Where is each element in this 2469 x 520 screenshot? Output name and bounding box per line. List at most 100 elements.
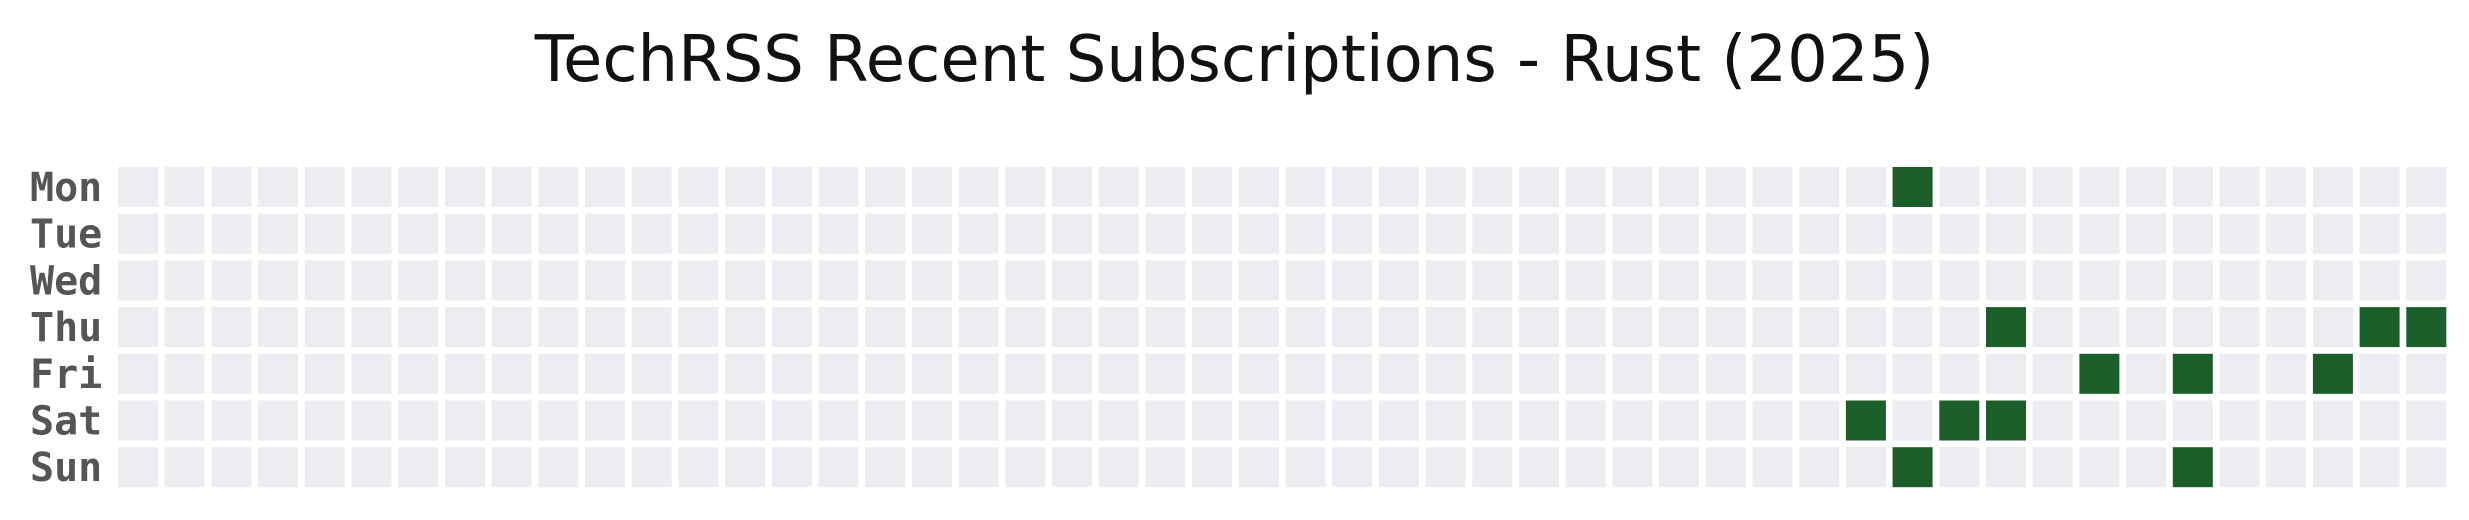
heatmap-cell <box>1612 307 1653 348</box>
heatmap-cell <box>2359 447 2400 488</box>
heatmap-cell <box>725 400 766 441</box>
heatmap-cell <box>631 447 672 488</box>
heatmap-cell <box>725 213 766 254</box>
heatmap-cell <box>1285 260 1326 301</box>
heatmap-cell <box>2312 213 2353 254</box>
heatmap-cell <box>444 447 485 488</box>
heatmap-cell <box>118 400 158 441</box>
heatmap-cell <box>491 307 532 348</box>
heatmap-cell <box>211 353 252 394</box>
heatmap-cell <box>1472 353 1513 394</box>
heatmap-cell <box>2359 353 2400 394</box>
heatmap-cell <box>1705 447 1746 488</box>
heatmap-cell <box>164 353 205 394</box>
heatmap-cell <box>1285 447 1326 488</box>
heatmap-cell <box>678 213 719 254</box>
heatmap-cell <box>538 213 579 254</box>
heatmap-cell <box>1285 400 1326 441</box>
heatmap-cell <box>444 400 485 441</box>
heatmap-cell <box>2172 307 2213 348</box>
heatmap-cell <box>538 167 579 207</box>
heatmap-cell <box>1565 353 1606 394</box>
heatmap-cell <box>1659 213 1700 254</box>
heatmap-cell <box>118 353 158 394</box>
heatmap-cell <box>1005 213 1046 254</box>
heatmap-cell <box>2126 307 2167 348</box>
heatmap-cell <box>1238 353 1279 394</box>
heatmap-cell <box>2312 167 2353 207</box>
heatmap-cell <box>491 260 532 301</box>
heatmap-cell <box>1519 167 1559 207</box>
heatmap-cell <box>958 307 999 348</box>
heatmap-cell <box>958 353 999 394</box>
heatmap-cell <box>1098 400 1139 441</box>
heatmap-cell <box>631 307 672 348</box>
heatmap-cell <box>1519 213 1559 254</box>
heatmap-cell <box>678 260 719 301</box>
heatmap-cell <box>2032 167 2073 207</box>
heatmap-cell <box>865 353 906 394</box>
heatmap-cell <box>1939 260 1980 301</box>
heatmap-cell <box>631 167 672 207</box>
heatmap-cell <box>2266 307 2307 348</box>
heatmap-cell <box>1145 260 1186 301</box>
heatmap-cell <box>1192 213 1233 254</box>
heatmap-cell <box>631 213 672 254</box>
heatmap-cell <box>585 260 625 301</box>
heatmap-cell <box>1145 353 1186 394</box>
day-label-sun: Sun <box>30 445 102 491</box>
heatmap-cell <box>1052 447 1092 488</box>
heatmap-cell <box>1659 260 1700 301</box>
heatmap-cell <box>1565 307 1606 348</box>
heatmap-cell <box>1145 213 1186 254</box>
heatmap-cell <box>1145 307 1186 348</box>
heatmap-cell <box>1285 307 1326 348</box>
heatmap-cell <box>1565 260 1606 301</box>
heatmap-cell <box>1332 353 1373 394</box>
heatmap-cell <box>1799 400 1840 441</box>
heatmap-cell <box>585 307 625 348</box>
heatmap-cell <box>1098 260 1139 301</box>
heatmap-cell <box>1986 213 2026 254</box>
heatmap-cell <box>2032 260 2073 301</box>
heatmap-cell <box>1005 353 1046 394</box>
heatmap-cell <box>1939 307 1980 348</box>
heatmap-cell <box>678 400 719 441</box>
heatmap-cell <box>771 353 812 394</box>
heatmap-cell <box>631 260 672 301</box>
heatmap-cell <box>1285 213 1326 254</box>
heatmap-cell <box>1565 213 1606 254</box>
heatmap-cell <box>678 447 719 488</box>
heatmap-cell <box>538 353 579 394</box>
heatmap-cell <box>958 400 999 441</box>
day-label-sat: Sat <box>30 399 102 445</box>
heatmap-cell <box>911 447 952 488</box>
heatmap-cell <box>725 447 766 488</box>
heatmap-cell <box>865 213 906 254</box>
heatmap-cell <box>1238 400 1279 441</box>
heatmap-cell-active <box>1986 307 2026 348</box>
heatmap-cell <box>258 260 299 301</box>
heatmap-cell <box>1005 447 1046 488</box>
heatmap-cell <box>2266 400 2307 441</box>
heatmap-cell <box>1986 260 2026 301</box>
heatmap-cell <box>304 447 345 488</box>
heatmap-cell <box>958 260 999 301</box>
heatmap-cell <box>351 167 392 207</box>
heatmap-cell <box>2126 213 2167 254</box>
heatmap-cell <box>538 400 579 441</box>
heatmap-cell <box>1425 307 1466 348</box>
heatmap-cell <box>1939 167 1980 207</box>
heatmap-cell <box>1285 167 1326 207</box>
heatmap-cell <box>118 307 158 348</box>
heatmap-cell <box>1332 400 1373 441</box>
heatmap-cell <box>1519 447 1559 488</box>
heatmap-cell <box>1799 447 1840 488</box>
heatmap-cell <box>2219 353 2260 394</box>
heatmap-cell <box>1098 353 1139 394</box>
heatmap-cell <box>818 307 859 348</box>
heatmap-cell <box>304 400 345 441</box>
heatmap-cell <box>1752 213 1793 254</box>
heatmap-cell <box>164 307 205 348</box>
